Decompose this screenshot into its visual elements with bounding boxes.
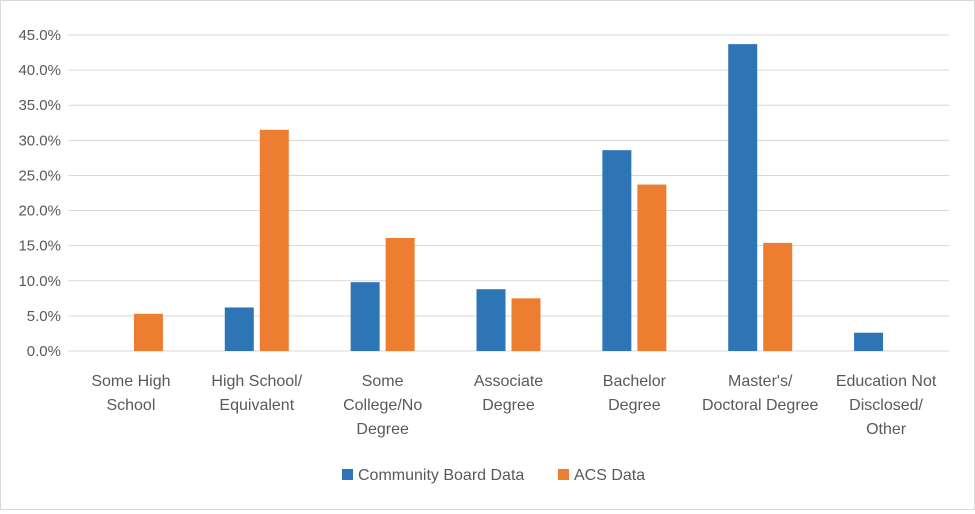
x-category-label: High School/Equivalent [211,373,302,414]
bars [133,44,884,352]
y-tick-label: 0.0% [27,343,61,360]
legend: Community Board Data ACS Data [342,467,645,484]
y-tick-label: 45.0% [18,27,61,44]
legend-item-community-board: Community Board Data [342,467,524,484]
bar-acs-1 [259,129,289,351]
bar-community-board-3 [476,289,506,351]
legend-label: Community Board Data [358,467,524,484]
bar-community-board-2 [350,282,380,351]
y-tick-label: 10.0% [18,273,61,290]
bar-community-board-6 [854,332,884,351]
y-tick-label: 40.0% [18,62,61,79]
bar-community-board-1 [224,307,254,351]
legend-item-acs: ACS Data [558,467,645,484]
x-category-label: Education Not Disclosed/Other [836,373,937,438]
bar-community-board-4 [602,150,632,351]
x-category-label: Master's/Doctoral Degree [702,373,819,414]
y-tick-label: 30.0% [18,132,61,149]
x-category-label: Associate Degree [474,373,543,414]
y-axis-tick-labels: 0.0% 5.0% 10.0% 15.0% 20.0% 25.0% 30.0% 35.0% 40… [18,27,61,360]
bar-acs-5 [763,242,793,351]
gridlines [68,34,949,352]
y-tick-label: 5.0% [27,308,61,325]
legend-swatch [558,469,569,480]
bar-acs-0 [133,313,163,351]
legend-swatch [342,469,353,480]
y-tick-label: 35.0% [18,97,61,114]
y-tick-label: 15.0% [18,238,61,255]
legend-label: ACS Data [574,467,645,484]
bar-acs-2 [385,237,415,351]
bar-acs-3 [511,298,541,351]
x-axis-category-labels: Some High School High School/Equivalent Som… [91,373,937,438]
bar-acs-4 [637,184,667,351]
y-tick-label: 20.0% [18,203,61,220]
bar-community-board-5 [728,44,758,352]
x-category-label: Some High School [91,373,170,414]
y-tick-label: 25.0% [18,167,61,184]
x-category-label: Bachelor Degree [603,373,667,414]
x-category-label: Some College/No Degree [343,373,422,438]
